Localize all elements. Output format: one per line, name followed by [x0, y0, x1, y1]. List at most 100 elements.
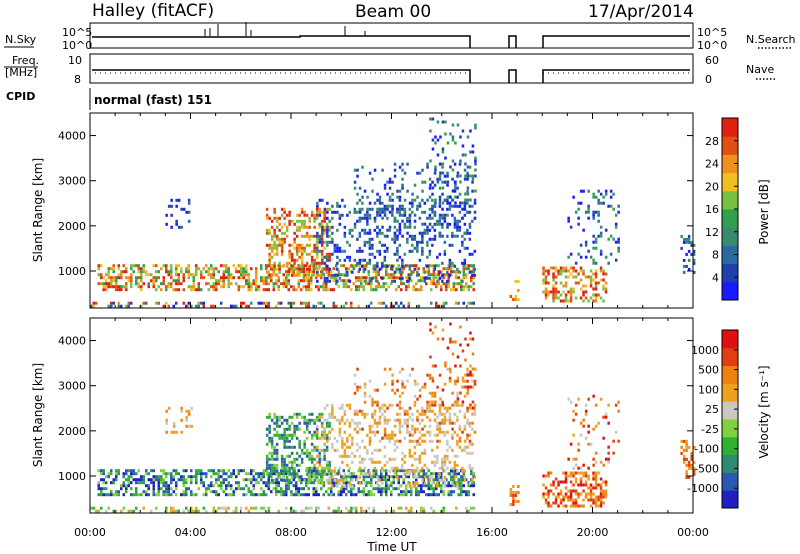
range-gate-cell [157, 493, 160, 497]
range-gate-cell [100, 273, 103, 277]
range-gate-cell [167, 484, 170, 488]
range-gate-cell [383, 213, 387, 217]
range-gate-cell [107, 285, 110, 289]
range-gate-cell [152, 285, 155, 289]
range-gate-cell [215, 493, 218, 497]
range-gate-cell [431, 210, 434, 214]
range-gate-cell [212, 469, 215, 473]
range-gate-cell [273, 433, 276, 437]
range-gate-cell [577, 495, 580, 499]
x-tick-label: 00:00 [74, 526, 106, 539]
range-gate-cell [127, 301, 130, 305]
range-gate-cell [325, 267, 329, 271]
range-gate-cell [421, 234, 424, 238]
range-gate-cell [454, 382, 457, 386]
range-gate-cell [423, 222, 427, 226]
range-gate-cell [383, 255, 387, 259]
range-gate-cell [95, 509, 98, 513]
range-gate-cell [572, 457, 575, 461]
range-gate-cell [454, 400, 457, 404]
range-gate-cell [310, 436, 314, 440]
range-gate-cell [265, 415, 269, 419]
range-gate-cell [162, 484, 165, 488]
range-gate-cell [441, 388, 445, 392]
range-gate-cell [105, 481, 108, 485]
range-gate-cell [315, 273, 319, 277]
range-gate-cell [574, 412, 578, 416]
range-gate-cell [431, 180, 434, 184]
range-gate-cell [275, 493, 278, 497]
range-gate-cell [323, 442, 326, 446]
range-gate-cell [298, 225, 301, 229]
range-gate-cell [313, 421, 316, 425]
range-gate-cell [97, 487, 100, 491]
range-gate-cell [441, 222, 444, 226]
range-gate-cell [110, 279, 113, 283]
range-gate-cell [567, 299, 570, 303]
range-gate-cell [466, 418, 469, 422]
range-gate-cell [446, 442, 449, 446]
range-gate-cell [293, 246, 296, 250]
range-gate-cell [212, 509, 215, 513]
range-gate-cell [375, 276, 378, 280]
range-gate-cell [345, 282, 348, 286]
range-gate-cell [300, 475, 303, 479]
range-gate-cell [386, 421, 389, 425]
range-gate-cell [290, 264, 294, 268]
freq-tick-high: 10 [68, 54, 82, 67]
range-gate-cell [307, 301, 310, 305]
range-gate-cell [464, 162, 467, 166]
range-gate-cell [401, 162, 404, 166]
range-gate-cell [222, 270, 225, 274]
range-gate-cell [225, 270, 228, 274]
range-gate-cell [474, 156, 477, 160]
range-gate-cell [165, 430, 168, 434]
range-gate-cell [357, 487, 360, 491]
range-gate-cell [396, 234, 399, 238]
range-gate-cell [464, 174, 467, 178]
range-gate-cell [352, 472, 355, 476]
range-gate-cell [604, 495, 608, 499]
range-gate-cell [338, 466, 342, 470]
range-gate-cell [187, 487, 190, 491]
range-gate-cell [341, 454, 344, 458]
range-gate-cell [147, 285, 150, 289]
range-gate-cell [110, 276, 113, 280]
range-gate-cell [594, 451, 598, 455]
range-gate-cell [315, 216, 319, 220]
range-gate-cell [318, 234, 322, 238]
range-gate-cell [326, 243, 329, 247]
range-gate-cell [407, 282, 410, 286]
range-gate-cell [165, 301, 168, 305]
range-gate-cell [396, 466, 399, 470]
range-gate-cell [411, 210, 414, 214]
range-gate-cell [363, 213, 367, 217]
range-gate-cell [240, 506, 243, 510]
range-gate-cell [390, 282, 393, 286]
range-gate-cell [217, 279, 220, 283]
range-gate-cell [692, 249, 696, 253]
range-gate-cell [278, 418, 281, 422]
range-gate-cell [215, 288, 218, 292]
range-gate-cell [372, 288, 375, 292]
range-gate-cell [197, 509, 200, 513]
range-gate-cell [298, 255, 301, 259]
range-gate-cell [441, 162, 445, 166]
range-gate-cell [225, 472, 228, 476]
range-gate-cell [105, 279, 108, 283]
range-gate-cell [362, 264, 365, 268]
range-gate-cell [402, 493, 405, 497]
range-gate-cell [210, 304, 213, 308]
range-gate-cell [326, 216, 329, 220]
range-gate-cell [594, 246, 598, 250]
range-gate-cell [255, 478, 258, 482]
range-gate-cell [185, 304, 188, 308]
range-gate-cell [466, 201, 469, 205]
range-gate-cell [107, 273, 110, 277]
range-gate-cell [250, 472, 253, 476]
range-gate-cell [185, 487, 188, 491]
range-gate-cell [687, 267, 691, 271]
range-gate-cell [436, 427, 439, 431]
range-gate-cell [265, 231, 269, 235]
range-gate-cell [323, 240, 326, 244]
